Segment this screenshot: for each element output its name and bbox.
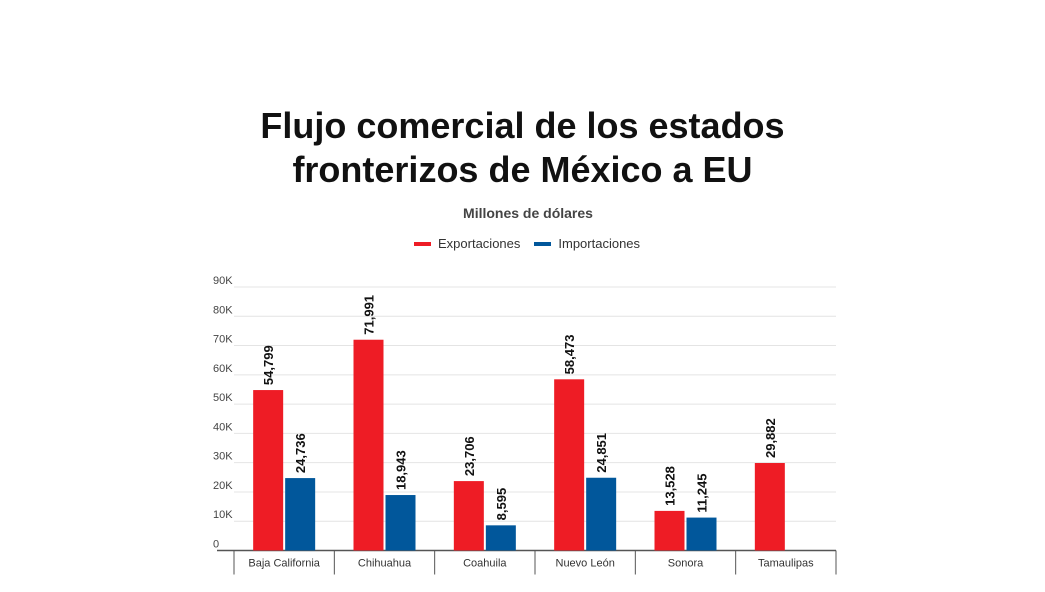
bar-exportaciones-2 xyxy=(453,481,484,551)
x-tick-label-0: Baja California xyxy=(248,558,320,570)
legend-label-importaciones: Importaciones xyxy=(558,236,641,251)
bar-importaciones-0 xyxy=(285,478,316,551)
bar-importaciones-2 xyxy=(485,525,516,551)
bar-exportaciones-3 xyxy=(554,379,585,551)
y-tick-label-0: 0 xyxy=(213,539,219,551)
y-tick-label-5: 50K xyxy=(213,392,233,404)
data-label-exportaciones-3: 58,473 xyxy=(562,335,577,375)
data-label-exportaciones-5: 29,882 xyxy=(763,418,778,458)
chart-legend: Exportaciones Importaciones xyxy=(414,236,640,251)
data-label-exportaciones-4: 13,528 xyxy=(663,466,678,506)
chart-title: Flujo comercial de los estados fronteriz… xyxy=(0,104,1045,192)
x-tick-label-2: Coahuila xyxy=(463,558,507,570)
data-label-exportaciones-2: 23,706 xyxy=(462,436,477,476)
bar-exportaciones-5 xyxy=(754,463,785,551)
y-tick-label-7: 70K xyxy=(213,334,233,346)
legend-item-importaciones: Importaciones xyxy=(534,236,640,251)
y-tick-label-8: 80K xyxy=(213,304,233,316)
y-tick-label-4: 40K xyxy=(213,421,233,433)
legend-label-exportaciones: Exportaciones xyxy=(438,236,521,251)
legend-swatch-exportaciones xyxy=(414,241,431,246)
chart-title-line-1: Flujo comercial de los estados xyxy=(260,105,785,146)
bar-exportaciones-0 xyxy=(253,390,284,551)
bar-importaciones-4 xyxy=(686,517,717,551)
data-label-importaciones-2: 8,595 xyxy=(494,488,509,521)
bar-exportaciones-4 xyxy=(654,510,685,551)
legend-item-exportaciones: Exportaciones xyxy=(414,236,520,251)
data-label-exportaciones-0: 54,799 xyxy=(261,345,276,385)
x-tick-label-1: Chihuahua xyxy=(358,558,412,570)
bar-importaciones-1 xyxy=(385,495,416,551)
chart-title-line-2: fronterizos de México a EU xyxy=(292,149,753,190)
bar-importaciones-3 xyxy=(586,477,617,551)
data-label-importaciones-3: 24,851 xyxy=(594,433,609,473)
y-tick-label-1: 10K xyxy=(213,509,233,521)
chart-subtitle: Millones de dólares xyxy=(463,205,593,221)
y-tick-label-6: 60K xyxy=(213,363,233,375)
bar-exportaciones-1 xyxy=(353,339,384,551)
data-label-importaciones-0: 24,736 xyxy=(293,433,308,473)
legend-swatch-importaciones xyxy=(534,241,552,246)
x-tick-label-3: Nuevo León xyxy=(556,558,615,570)
x-tick-label-5: Tamaulipas xyxy=(758,558,814,570)
data-label-importaciones-1: 18,943 xyxy=(394,450,409,490)
y-tick-label-9: 90K xyxy=(213,275,233,287)
data-label-exportaciones-1: 71,991 xyxy=(362,295,377,335)
x-tick-label-4: Sonora xyxy=(668,558,704,570)
y-tick-label-3: 30K xyxy=(213,451,233,463)
data-label-importaciones-4: 11,245 xyxy=(695,474,710,513)
y-tick-label-2: 20K xyxy=(213,480,233,492)
